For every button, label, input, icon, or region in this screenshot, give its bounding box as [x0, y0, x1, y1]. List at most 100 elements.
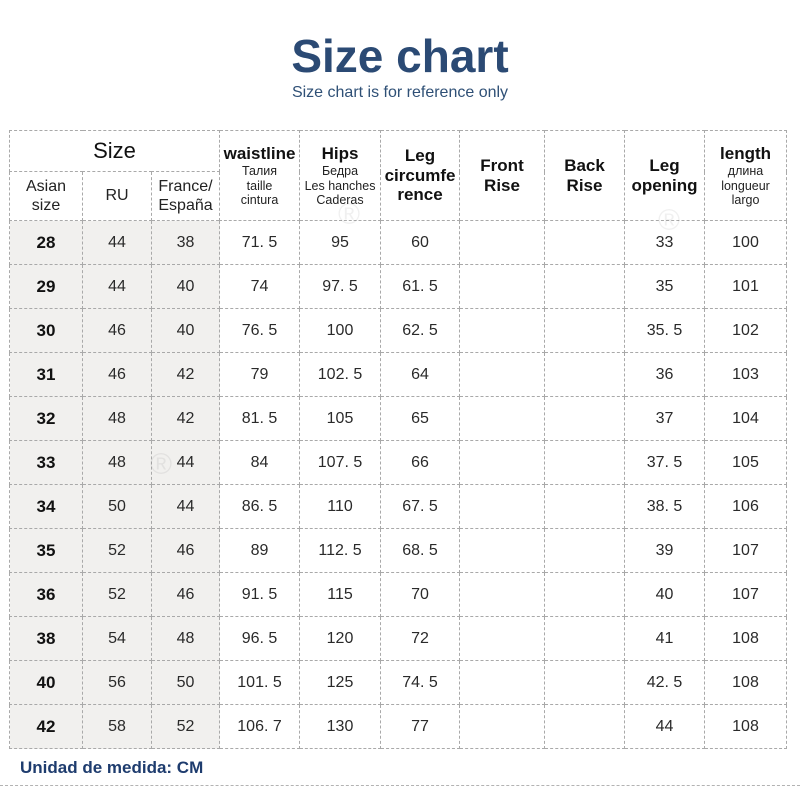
title-block: Size chart Size chart is for reference o… — [0, 0, 800, 102]
cell-length: 107 — [704, 528, 788, 573]
header-front-rise: Front Rise — [459, 130, 546, 221]
cell-length: 104 — [704, 396, 788, 441]
cell-leg-opening: 41 — [624, 616, 706, 661]
cell-leg-circumference: 61. 5 — [380, 264, 461, 309]
cell-hips: 105 — [299, 396, 382, 441]
cell-leg-circumference: 62. 5 — [380, 308, 461, 353]
cell-waistline: 106. 7 — [219, 704, 301, 749]
cell-waistline: 91. 5 — [219, 572, 301, 617]
table-row: 40 56 50 101. 5 125 74. 5 42. 5 108 — [9, 660, 788, 705]
cell-front-rise — [459, 308, 546, 353]
cell-asian-size: 42 — [9, 704, 83, 749]
cell-leg-circumference: 74. 5 — [380, 660, 461, 705]
cell-hips: 95 — [299, 220, 382, 265]
cell-ru: 44 — [82, 220, 152, 265]
table-row: 34 50 44 86. 5 110 67. 5 38. 5 106 — [9, 484, 788, 529]
cell-length: 108 — [704, 704, 788, 749]
cell-leg-opening: 44 — [624, 704, 706, 749]
header-leg-circumference: Leg circumfe rence — [380, 130, 461, 221]
cell-waistline: 81. 5 — [219, 396, 301, 441]
header-size-group: Size — [8, 130, 221, 172]
cell-back-rise — [544, 308, 626, 353]
cell-front-rise — [459, 660, 546, 705]
header-hips: Hips Бедра Les hanches Caderas — [299, 130, 382, 221]
cell-leg-opening: 35. 5 — [624, 308, 706, 353]
cell-front-rise — [459, 528, 546, 573]
cell-france-espana: 42 — [150, 396, 221, 441]
header-group-row: Size waistline Талия taille cintura Hips… — [8, 130, 788, 221]
table-row: 36 52 46 91. 5 115 70 40 107 — [9, 572, 788, 617]
cell-leg-opening: 37 — [624, 396, 706, 441]
table-row: 42 58 52 106. 7 130 77 44 108 — [9, 704, 788, 749]
cell-waistline: 79 — [219, 352, 301, 397]
cell-front-rise — [459, 704, 546, 749]
cell-front-rise — [459, 264, 546, 309]
cell-france-espana: 46 — [150, 528, 221, 573]
header-front-rise-label: Front Rise — [480, 155, 524, 195]
cell-back-rise — [544, 396, 626, 441]
footer-divider — [0, 785, 800, 786]
cell-france-espana: 52 — [150, 704, 221, 749]
cell-ru: 50 — [82, 484, 152, 529]
cell-hips: 125 — [299, 660, 382, 705]
cell-asian-size: 28 — [9, 220, 83, 265]
cell-length: 100 — [704, 220, 788, 265]
cell-asian-size: 31 — [9, 352, 83, 397]
cell-hips: 102. 5 — [299, 352, 382, 397]
cell-asian-size: 40 — [9, 660, 83, 705]
cell-leg-circumference: 66 — [380, 440, 461, 485]
cell-ru: 44 — [82, 264, 152, 309]
header-length-label: length — [720, 143, 772, 163]
cell-ru: 48 — [82, 440, 152, 485]
cell-leg-opening: 38. 5 — [624, 484, 706, 529]
size-chart-table: Size waistline Талия taille cintura Hips… — [8, 130, 788, 749]
cell-asian-size: 35 — [9, 528, 83, 573]
table-header: Size waistline Талия taille cintura Hips… — [8, 130, 788, 221]
cell-asian-size: 32 — [9, 396, 83, 441]
cell-back-rise — [544, 484, 626, 529]
cell-france-espana: 44 — [150, 484, 221, 529]
cell-ru: 52 — [82, 572, 152, 617]
table-row: 29 44 40 74 97. 5 61. 5 35 101 — [9, 264, 788, 309]
cell-leg-circumference: 64 — [380, 352, 461, 397]
cell-asian-size: 29 — [9, 264, 83, 309]
page-subtitle: Size chart is for reference only — [291, 84, 509, 101]
cell-front-rise — [459, 396, 546, 441]
cell-front-rise — [459, 484, 546, 529]
cell-back-rise — [544, 264, 626, 309]
cell-asian-size: 33 — [9, 440, 83, 485]
header-sub-row: Asian size RU France/ España — [9, 171, 787, 221]
cell-front-rise — [459, 352, 546, 397]
cell-waistline: 84 — [219, 440, 301, 485]
cell-waistline: 101. 5 — [219, 660, 301, 705]
header-ru: RU — [82, 171, 152, 221]
cell-hips: 107. 5 — [299, 440, 382, 485]
header-leg-circumference-label: Leg circumfe rence — [384, 146, 456, 205]
table-row: 35 52 46 89 112. 5 68. 5 39 107 — [9, 528, 788, 573]
cell-leg-circumference: 68. 5 — [380, 528, 461, 573]
cell-france-espana: 46 — [150, 572, 221, 617]
header-waistline-label: waistline — [223, 143, 296, 163]
table-row: 28 44 38 71. 5 95 60 33 100 — [9, 220, 788, 265]
cell-back-rise — [544, 220, 626, 265]
cell-back-rise — [544, 572, 626, 617]
cell-front-rise — [459, 220, 546, 265]
table-row: 32 48 42 81. 5 105 65 37 104 — [9, 396, 788, 441]
cell-hips: 97. 5 — [299, 264, 382, 309]
cell-waistline: 71. 5 — [219, 220, 301, 265]
cell-france-espana: 40 — [150, 308, 221, 353]
cell-hips: 100 — [299, 308, 382, 353]
cell-ru: 58 — [82, 704, 152, 749]
cell-length: 105 — [704, 440, 788, 485]
page-title: Size chart — [291, 30, 509, 82]
cell-back-rise — [544, 704, 626, 749]
cell-back-rise — [544, 440, 626, 485]
unit-of-measure-note: Unidad de medida: CM — [20, 758, 204, 777]
cell-asian-size: 34 — [9, 484, 83, 529]
cell-france-espana: 44 — [150, 440, 221, 485]
cell-leg-circumference: 70 — [380, 572, 461, 617]
cell-waistline: 74 — [219, 264, 301, 309]
cell-hips: 115 — [299, 572, 382, 617]
cell-asian-size: 30 — [9, 308, 83, 353]
